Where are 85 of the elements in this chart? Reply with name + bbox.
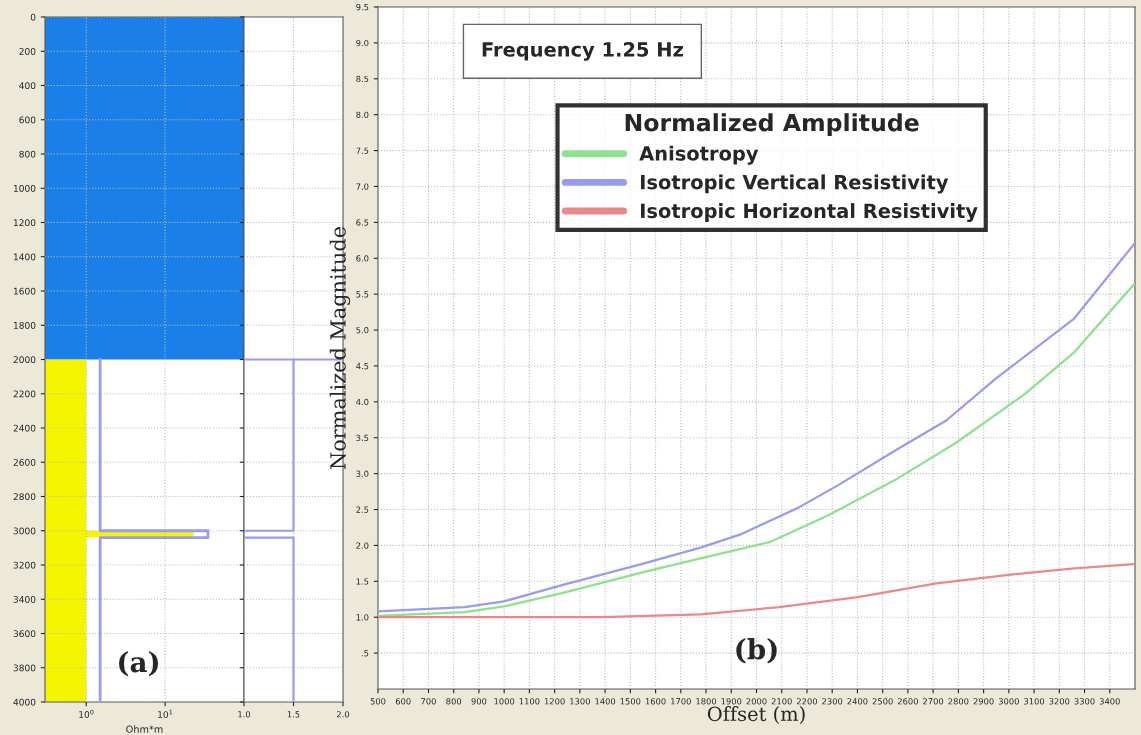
y-tick-label: 3800 — [13, 664, 36, 672]
y-tick-label: 1600 — [13, 287, 36, 295]
y-tick-label: 3600 — [13, 630, 36, 638]
x-tick-label: 500 — [370, 698, 386, 705]
x-tick-label: 900 — [471, 698, 487, 705]
x-tick-label: 2300 — [822, 698, 843, 705]
annotation: (a) — [119, 650, 159, 677]
annotation: Frequency 1.25 Hz — [482, 42, 683, 61]
x-tick-label: 1700 — [671, 698, 691, 705]
y-tick-label: 6.0 — [356, 255, 369, 262]
y-tick-label: 8.5 — [356, 75, 369, 83]
y-tick-label: 9.0 — [356, 39, 369, 47]
y-axis-title: Normalized Magnitude — [329, 226, 351, 470]
x-tick-label: 2.0 — [336, 711, 350, 718]
legend-title: Normalized Amplitude — [625, 113, 919, 137]
legend-label: Isotropic Vertical Resistivity — [640, 174, 949, 194]
y-tick-label: 2400 — [13, 424, 36, 432]
y-tick-label: 3.5 — [356, 434, 369, 442]
x-tick-label: 2100 — [771, 698, 792, 705]
x-tick-label: 3300 — [1074, 698, 1095, 705]
x-tick-label: 1900 — [721, 698, 742, 705]
x-tick-label: 2900 — [973, 698, 994, 705]
annotation: (b) — [736, 638, 777, 664]
y-tick-label: 200 — [19, 47, 36, 55]
y-tick-label: 5.5 — [356, 291, 369, 298]
x-axis-title: Ohm*m — [126, 725, 163, 733]
y-tick-label: 6.5 — [356, 219, 369, 226]
y-tick-label: 2200 — [13, 390, 36, 398]
y-tick-label: .5 — [361, 650, 369, 657]
x-tick-label: 1100 — [519, 698, 540, 705]
legend-label: Isotropic Horizontal Resistivity — [640, 203, 978, 223]
x-tick-label: 1000 — [494, 698, 515, 705]
x-tick-label: 1600 — [645, 698, 666, 705]
x-tick-label: 2500 — [872, 698, 893, 705]
x-tick-label: 2000 — [746, 698, 767, 705]
y-tick-label: 2600 — [13, 458, 36, 466]
y-tick-label: 4.5 — [356, 363, 369, 370]
x-tick-label: 2400 — [847, 698, 868, 705]
x-tick-label: 1.0 — [238, 711, 251, 718]
x-tick-label: 3100 — [1024, 698, 1045, 705]
x-tick-label: 1800 — [696, 698, 717, 705]
x-tick-label: 1300 — [570, 698, 590, 705]
y-tick-label: 2800 — [13, 493, 36, 501]
x-tick-label: 600 — [395, 698, 411, 705]
y-tick-label: 1400 — [13, 253, 36, 261]
y-tick-label: 8.0 — [356, 111, 369, 118]
x-tick-label: 700 — [421, 698, 436, 705]
y-tick-label: 1000 — [13, 184, 36, 192]
y-tick-label: 400 — [19, 82, 36, 90]
x-tick-label: 2700 — [923, 698, 944, 705]
y-tick-label: 1200 — [13, 219, 36, 227]
x-tick-label: 2600 — [897, 698, 918, 705]
y-tick-label: 2000 — [13, 356, 36, 364]
x-tick-label: 800 — [446, 698, 462, 705]
x-tick-label: 2800 — [948, 698, 969, 705]
y-tick-label: 2.5 — [356, 506, 369, 513]
y-tick-label: 600 — [19, 116, 36, 124]
y-tick-label: 800 — [19, 150, 36, 158]
x-tick-label: 3000 — [998, 698, 1019, 705]
y-tick-label: 4.0 — [356, 398, 369, 406]
x-tick-label: 3400 — [1099, 698, 1120, 705]
x-tick-label: 1400 — [595, 698, 616, 705]
y-tick-label: 1800 — [13, 321, 36, 329]
x-tick-label: 2200 — [796, 698, 818, 705]
y-tick-label: 7.0 — [356, 183, 369, 190]
y-tick-label: 3.0 — [356, 470, 369, 477]
y-tick-label: 0 — [30, 13, 36, 21]
x-tick-label: 1.5 — [287, 711, 300, 718]
x-tick-label: 1500 — [620, 698, 641, 705]
y-tick-label: 1.5 — [356, 578, 369, 585]
y-tick-label: 7.5 — [356, 147, 369, 154]
y-tick-label: 1.0 — [356, 614, 369, 621]
y-tick-label: 3200 — [13, 561, 36, 569]
x-tick-label: 10$^{0}$ — [79, 709, 94, 718]
x-axis-title: Offset (m) — [707, 706, 805, 724]
y-tick-label: 5.0 — [356, 327, 369, 334]
y-tick-label: 4000 — [13, 698, 36, 706]
x-tick-label: 3200 — [1049, 698, 1070, 705]
y-tick-label: 3000 — [13, 527, 36, 535]
x-tick-label: 1200 — [544, 698, 565, 705]
y-tick-label: 3400 — [13, 595, 36, 603]
x-tick-label: 10$^{1}$ — [158, 709, 173, 718]
y-tick-label: 9.5 — [356, 3, 369, 11]
legend-label: Anisotropy — [639, 145, 759, 165]
y-tick-label: 2.0 — [356, 542, 369, 549]
